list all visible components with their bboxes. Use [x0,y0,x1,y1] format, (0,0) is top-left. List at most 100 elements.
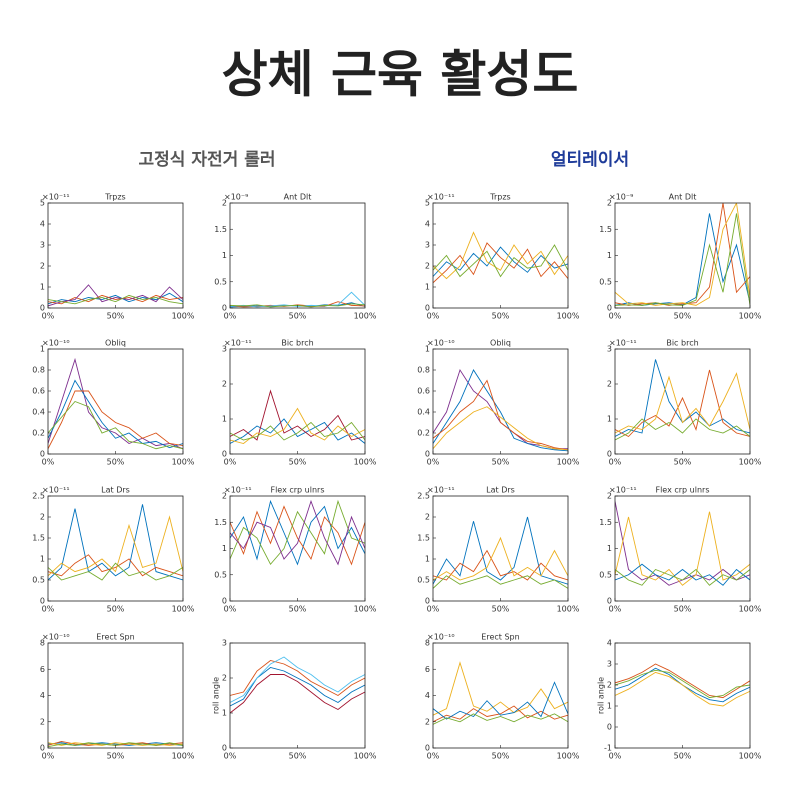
series-line [615,669,750,699]
y-tick-label: 2 [222,492,227,501]
panel-title: Bic brch [281,339,313,348]
y-tick-label: 8 [425,639,430,648]
panel: -1 0 1 2 3 4 0% 50% 100% roll angle [597,639,762,761]
series-line [433,406,568,451]
series-line [230,418,365,444]
axes-box [47,642,184,749]
y-tick-label: 2 [40,717,45,726]
y-multiplier: ×10⁻¹⁰ [42,339,70,348]
y-tick-label: 0 [425,304,430,313]
x-tick-label: 100% [557,312,580,321]
y-tick-label: 2 [222,674,227,683]
y-tick-label: 4 [40,691,45,700]
series-line [615,671,750,707]
panel: 0 0.5 1 1.5 2 2.5 0% 50% 100% Lat Drs ×10⁻¹¹ [417,486,580,614]
y-tick-label: 2 [425,717,430,726]
y-tick-label: 0 [222,597,227,606]
x-tick-label: 0% [609,752,622,761]
axes-box [432,642,569,749]
y-tick-label: 2 [222,199,227,208]
y-tick-label: 2 [222,380,227,389]
y-tick-label: 1 [607,702,612,711]
y-tick-label: 1 [607,251,612,260]
series-line [615,663,750,699]
y-tick-label: 2 [40,262,45,271]
y-multiplier: ×10⁻¹¹ [224,486,252,495]
panel-title: Lat Drs [486,486,515,495]
y-tick-label: 2 [425,262,430,271]
series-line [615,213,750,306]
x-tick-label: 50% [289,605,307,614]
x-tick-label: 50% [492,752,510,761]
x-tick-label: 50% [289,312,307,321]
y-tick-label: 1.5 [599,518,612,527]
panel-title: Ant Dlt [284,193,312,202]
x-tick-label: 50% [674,752,692,761]
y-tick-label: 1 [40,555,45,564]
y-tick-label: 2.5 [32,492,45,501]
x-tick-label: 50% [107,752,125,761]
y-tick-label: 0.4 [417,408,430,417]
x-tick-label: 50% [107,312,125,321]
x-tick-label: 50% [674,312,692,321]
y-tick-label: 1 [425,555,430,564]
panel-title: Flex crp ulnrs [270,486,324,495]
y-tick-label: 0 [40,304,45,313]
series-line [230,667,365,707]
x-tick-label: 0% [224,605,237,614]
y-tick-label: 0.5 [599,277,612,286]
panel-title: Flex crp ulnrs [655,486,709,495]
series-line [615,369,750,438]
x-tick-label: 50% [107,458,125,467]
axes-box [432,495,569,602]
left-heading: 고정식 자전거 롤러 [139,150,276,170]
y-tick-label: 0.6 [417,387,430,396]
panel: 0 2 4 6 8 0% 50% 100% Erect Spn ×10⁻¹⁰ [40,633,195,761]
series-line [615,511,750,586]
series-line [48,515,183,577]
series-line [48,357,183,450]
y-tick-label: 1.5 [599,225,612,234]
panel: 0 2 4 6 8 0% 50% 100% Erect Spn ×10⁻¹⁰ [425,633,580,761]
series-line [48,504,183,581]
y-tick-label: 0 [607,304,612,313]
x-tick-label: 0% [224,458,237,467]
x-tick-label: 100% [172,605,195,614]
x-tick-label: 100% [354,605,377,614]
y-tick-label: 1.5 [417,534,430,543]
series-line [48,294,183,305]
y-tick-label: 0 [425,450,430,459]
x-tick-label: 0% [427,605,440,614]
y-tick-label: 2 [607,681,612,690]
y-tick-label: 0.2 [417,429,430,438]
series-line [433,379,568,451]
panel: 0 0.5 1 1.5 2 0% 50% 100% Ant Dlt ×10⁻⁹ [214,193,377,321]
series-line [615,372,750,434]
x-tick-label: 100% [739,752,762,761]
y-multiplier: ×10⁻¹¹ [42,193,70,202]
y-multiplier: ×10⁻¹¹ [427,486,455,495]
y-tick-label: 1 [40,345,45,354]
x-tick-label: 100% [557,458,580,467]
y-tick-label: 1.5 [214,225,227,234]
axes-box [432,348,569,455]
panel-title: Obliq [490,339,511,348]
y-tick-label: 0.5 [599,570,612,579]
x-tick-label: 0% [42,605,55,614]
series-line [230,499,365,566]
y-tick-label: 3 [222,345,227,354]
y-multiplier: ×10⁻¹¹ [609,486,637,495]
axes-box [47,495,184,602]
y-tick-label: 0 [425,744,430,753]
panel: 0 0.5 1 1.5 2 0% 50% 100% Flex crp ulnrs ×10⁻¹¹ [599,486,762,614]
y-tick-label: 3 [425,241,430,250]
y-tick-label: 0.4 [32,408,45,417]
y-tick-label: 1 [222,709,227,718]
series-line [48,379,183,449]
y-tick-label: 2 [425,513,430,522]
y-tick-label: 2 [607,199,612,208]
x-tick-label: 100% [172,312,195,321]
series-line [615,568,750,586]
y-tick-label: 0 [607,450,612,459]
